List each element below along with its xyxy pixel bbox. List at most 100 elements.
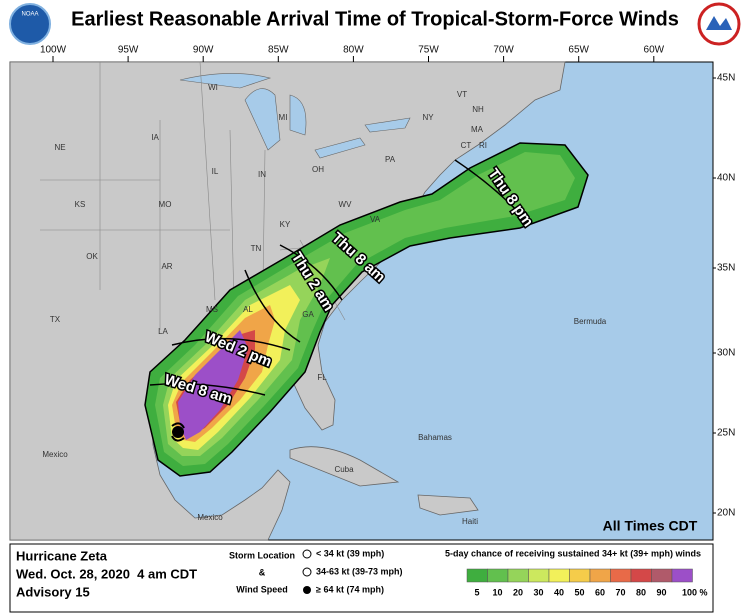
place-label: MA <box>471 125 484 134</box>
scale-label: 80 <box>636 587 646 597</box>
place-label: KS <box>75 200 86 209</box>
place-label: NE <box>54 143 65 152</box>
longitude-label: 85W <box>268 45 289 56</box>
place-label: MI <box>279 113 288 122</box>
place-label: LA <box>158 327 168 336</box>
scale-swatch <box>589 568 611 583</box>
time-note: All Times CDT <box>603 518 698 534</box>
scale-label: 70 <box>615 587 625 597</box>
scale-swatch <box>507 568 529 583</box>
scale-label: 40 <box>554 587 564 597</box>
place-label: Bermuda <box>574 317 607 326</box>
arrival-contour <box>279 244 343 301</box>
scale-title: 5-day chance of receiving sustained 34+ … <box>445 548 701 558</box>
scale-label: 10 <box>492 587 502 597</box>
note-bg <box>590 515 712 539</box>
great-lakes <box>179 73 411 159</box>
place-label: VA <box>370 215 381 224</box>
latitude-label: 40N <box>717 173 735 184</box>
arrival-contour <box>171 337 291 351</box>
place-label: WV <box>339 200 353 209</box>
place-label: OH <box>312 165 324 174</box>
scale-label: 30 <box>533 587 543 597</box>
latitude-label: 25N <box>717 428 735 439</box>
place-label: TX <box>50 315 61 324</box>
scale-swatch <box>487 568 509 583</box>
nws-logo <box>697 2 741 46</box>
scale-label: 90 <box>656 587 666 597</box>
key-icon <box>303 586 311 594</box>
scale-swatch <box>651 568 673 583</box>
arrival-contour <box>149 383 266 396</box>
storm-location-arms <box>171 422 185 442</box>
arrival-contour <box>244 269 301 343</box>
title: Earliest Reasonable Arrival Time of Trop… <box>71 8 679 30</box>
key-title: Wind Speed <box>236 584 287 594</box>
longitude-label: 80W <box>343 45 364 56</box>
place-label: Cuba <box>334 465 354 474</box>
cuba <box>289 446 400 487</box>
place-label: OK <box>86 252 98 261</box>
place-label: IN <box>258 170 266 179</box>
storm-location <box>172 426 184 438</box>
storm-name: Hurricane Zeta <box>16 548 108 563</box>
place-label: GA <box>302 310 314 319</box>
place-label: Mexico <box>42 450 68 459</box>
place-label: WI <box>208 83 218 92</box>
wind-probability-cone <box>144 142 589 477</box>
place-label: AR <box>161 262 172 271</box>
scale-swatch <box>466 568 488 583</box>
place-label: NH <box>472 105 484 114</box>
longitude-label: 100W <box>40 45 67 56</box>
scale-swatch <box>610 568 632 583</box>
scale-label: 100 % <box>682 587 708 597</box>
place-label: MO <box>159 200 172 209</box>
noaa-logo-text: NOAA <box>21 12 38 18</box>
key-icon <box>302 567 312 577</box>
scale-label: 20 <box>513 587 523 597</box>
map: WI MI NY VT NH MA CT RI PA NE IA IL IN OH KS MO KY WV VA OK… <box>9 61 714 541</box>
key-item: ≥ 64 kt (74 mph) <box>316 584 384 594</box>
place-label: IL <box>212 167 219 176</box>
scale-swatch <box>548 568 570 583</box>
scale-label: 5 <box>474 587 479 597</box>
longitude-label: 90W <box>193 45 214 56</box>
key-item: 34-63 kt (39-73 mph) <box>316 566 403 576</box>
latitude-label: 45N <box>717 73 735 84</box>
scale-swatch <box>528 568 550 583</box>
longitude-label: 70W <box>493 45 514 56</box>
place-label: AL <box>243 305 253 314</box>
noaa-logo <box>9 3 51 45</box>
place-label: Mexico <box>197 513 223 522</box>
key-item: < 34 kt (39 mph) <box>316 548 384 558</box>
longitude-label: 60W <box>644 45 665 56</box>
scale-swatch <box>569 568 591 583</box>
place-label: Haiti <box>462 517 478 526</box>
latitude-label: 30N <box>717 348 735 359</box>
scale-label: 60 <box>595 587 605 597</box>
scale-swatch <box>630 568 652 583</box>
place-label: PA <box>385 155 396 164</box>
place-label: FL <box>317 373 327 382</box>
place-label: Bahamas <box>418 433 452 442</box>
advisory-number: Advisory 15 <box>16 584 90 599</box>
place-label: IA <box>151 133 159 142</box>
key-icon <box>302 549 312 559</box>
longitude-label: 65W <box>568 45 589 56</box>
place-label: MS <box>206 305 218 314</box>
key-amp: & <box>259 567 266 577</box>
hispaniola <box>417 494 479 516</box>
place-label: TN <box>251 244 262 253</box>
arrival-contour <box>454 159 531 226</box>
place-label: VT <box>457 90 467 99</box>
scale-swatch <box>671 568 693 583</box>
place-label: NY <box>422 113 434 122</box>
advisory-date: Wed. Oct. 28, 2020 4 am CDT <box>16 566 197 581</box>
nws-logo-mark <box>706 16 732 30</box>
longitude-label: 95W <box>118 45 139 56</box>
scale-label: 50 <box>574 587 584 597</box>
key-title: Storm Location <box>229 550 295 560</box>
place-label: CT <box>461 141 472 150</box>
latitude-label: 20N <box>717 508 735 519</box>
